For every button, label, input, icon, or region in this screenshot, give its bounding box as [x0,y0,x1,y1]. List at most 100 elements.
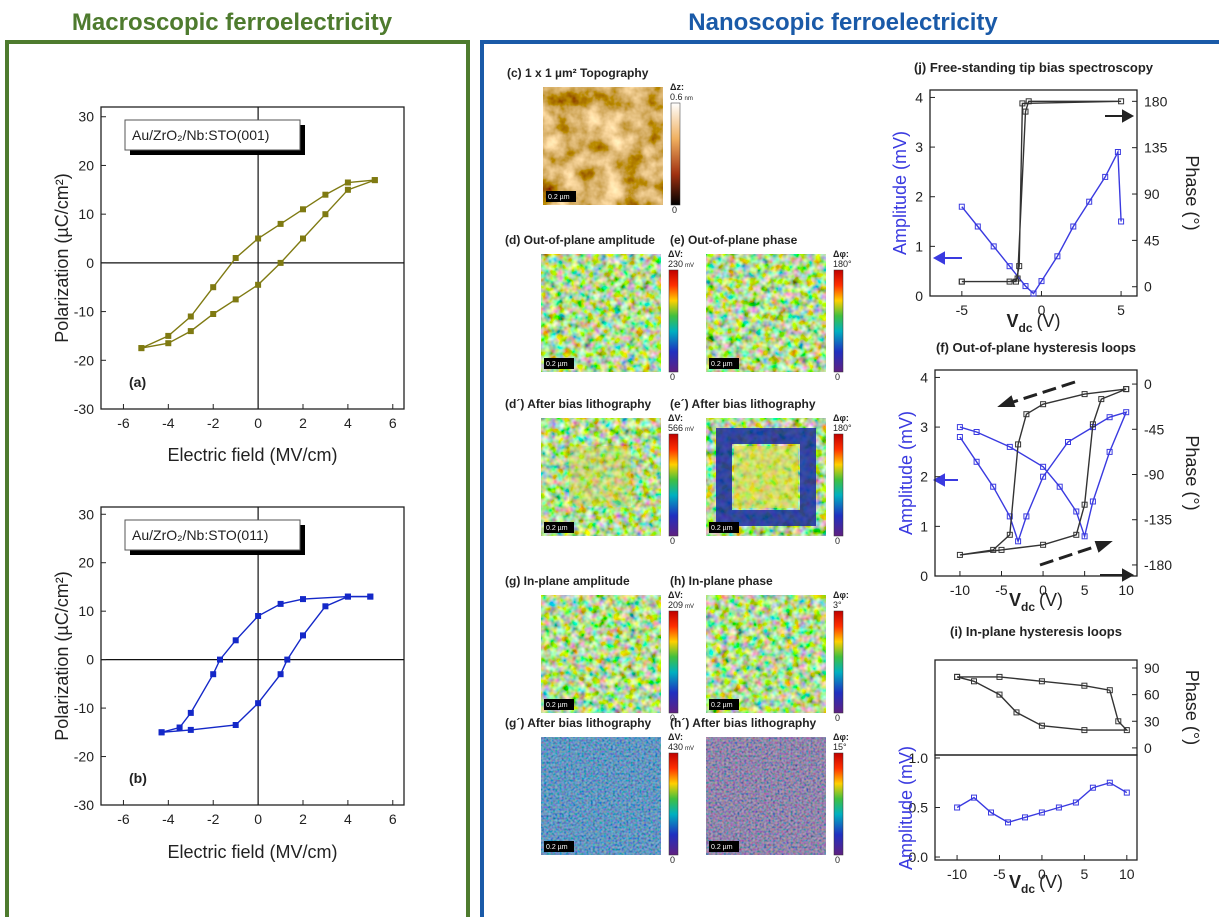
x-tick-label: 4 [344,415,352,431]
colorbar-quantity: Δφ: [833,590,849,600]
scale-bar-bg [544,841,574,852]
colorbar [668,610,679,714]
y-tick-label: -20 [74,749,94,765]
map-panel: (h) In-plane phase 0.2 µm Δφ:3° 0 [670,574,849,723]
y2-axis-label: Phase (°) [1182,435,1202,510]
chart: (f) Out-of-plane hysteresis loops -10 -5 0 5… [896,340,1202,614]
scale-bar-label: 0.2 µm [546,702,568,709]
y-tick-label: 30 [78,506,94,522]
y-tick-label: 2 [920,469,928,485]
colorbar-quantity: ΔV: [668,732,683,742]
colorbar-min: 0 [835,372,840,382]
scale-bar-label: 0.2 µm [711,525,733,532]
x-axis-label-unit: (V) [1039,872,1063,892]
x-tick-label: -6 [117,811,130,827]
map-panel: (g) In-plane amplitude 0.2 µm ΔV:209 mV 0 [505,574,694,723]
x-tick-label: 0 [1039,582,1047,598]
map-image [541,737,661,855]
y-tick-label: 3 [920,419,928,435]
scale-bar-label: 0.2 µm [546,525,568,532]
x-axis-label: Vdc (V) [1009,872,1063,896]
colorbar-max: 180° [833,423,852,433]
x-tick-label: -6 [117,415,130,431]
chart: (i) In-plane hysteresis loops 0 30 60 90 Phas… [934,624,1202,756]
x-axis-label-main: V [1009,872,1021,892]
colorbar-min: 0 [670,372,675,382]
x-axis-label: Vdc (V) [1006,311,1060,335]
plot-frame [100,506,405,806]
y2-tick-label: 0 [1144,376,1152,392]
plot-frame [100,106,405,410]
x-axis-label-sub: dc [1021,882,1035,896]
map-tint [541,737,661,855]
map-panel: (c) 1 x 1 µm² Topography 0.2 µm Δz:0.6 nm 0 [507,66,693,215]
colorbar-max: 180° [833,259,852,269]
plot-frame [929,89,1138,297]
y-tick-label: -20 [74,352,94,368]
x-tick-label: -2 [207,811,220,827]
series-line [956,409,1130,545]
x-axis-label: Electric field (MV/cm) [167,445,337,465]
map-panel: (g´) After bias lithography 0.2 µm ΔV:430 m… [505,716,694,865]
colorbar-unit: mV [685,604,694,610]
colorbar-max: 230 mV [668,259,694,269]
left-frame [5,40,470,917]
series-line [138,177,378,352]
y-tick-label: 0 [915,288,923,304]
colorbar-min: 0 [835,713,840,723]
y2-tick-label: -45 [1144,421,1164,437]
y-tick-label: 10 [78,603,94,619]
colorbar-max: 0.6 nm [670,92,693,102]
y-axis-label: Polarization (µC/cm²) [52,571,72,740]
y-axis-label: Amplitude (mV) [896,411,916,535]
colorbar-max: 430 mV [668,742,694,752]
annotation: Au/ZrO₂/Nb:STO(011) [132,527,268,543]
scale-bar-label: 0.2 µm [711,702,733,709]
x-axis-label-sub: dc [1019,321,1033,335]
x-axis-label-main: V [1006,311,1018,331]
plot-frame [934,369,1138,577]
y-tick-label: 30 [78,109,94,125]
colorbar-quantity: Δφ: [833,249,849,259]
scale-bar-label: 0.2 µm [546,361,568,368]
map-image [706,595,826,713]
y-tick-label: 4 [915,89,923,105]
x-tick-label: 2 [299,811,307,827]
y2-tick-label: 30 [1144,713,1160,729]
litho-ring [716,428,816,526]
colorbar-max: 3° [833,600,842,610]
x-tick-label: 5 [1117,302,1125,318]
x-tick-label: -2 [207,415,220,431]
map-title: (d´) After bias lithography [505,397,652,411]
y-axis-label: Amplitude (mV) [896,746,916,870]
x-axis-label: Vdc (V) [1009,590,1063,614]
y-axis-label: Amplitude (mV) [890,131,910,255]
chart-title: (f) Out-of-plane hysteresis loops [936,340,1136,355]
annotation-box [124,519,301,551]
y-tick-label: -10 [74,700,94,716]
colorbar-min: 0 [670,855,675,865]
x-tick-label: 6 [389,415,397,431]
y-tick-label: 20 [78,555,94,571]
series-line [958,149,1125,297]
x-tick-label: -5 [993,866,1006,882]
scale-bar-label: 0.2 µm [548,194,570,201]
scale-bar-bg [544,699,574,710]
y-tick-label: 0.5 [909,800,929,816]
colorbar-quantity: Δφ: [833,732,849,742]
x-axis-label-unit: (V) [1037,311,1061,331]
colorbar-quantity: Δz: [670,82,684,92]
y2-tick-label: -90 [1144,467,1164,483]
x-tick-label: 5 [1080,866,1088,882]
right-frame [480,40,1219,917]
x-tick-label: 10 [1119,866,1135,882]
y-tick-label: 20 [78,157,94,173]
litho-core [734,446,798,508]
series-line [958,98,1125,285]
colorbar [833,752,844,856]
scale-bar-label: 0.2 µm [711,361,733,368]
map-title: (c) 1 x 1 µm² Topography [507,66,649,80]
map-image [541,595,661,713]
scale-bar-bg [544,358,574,369]
